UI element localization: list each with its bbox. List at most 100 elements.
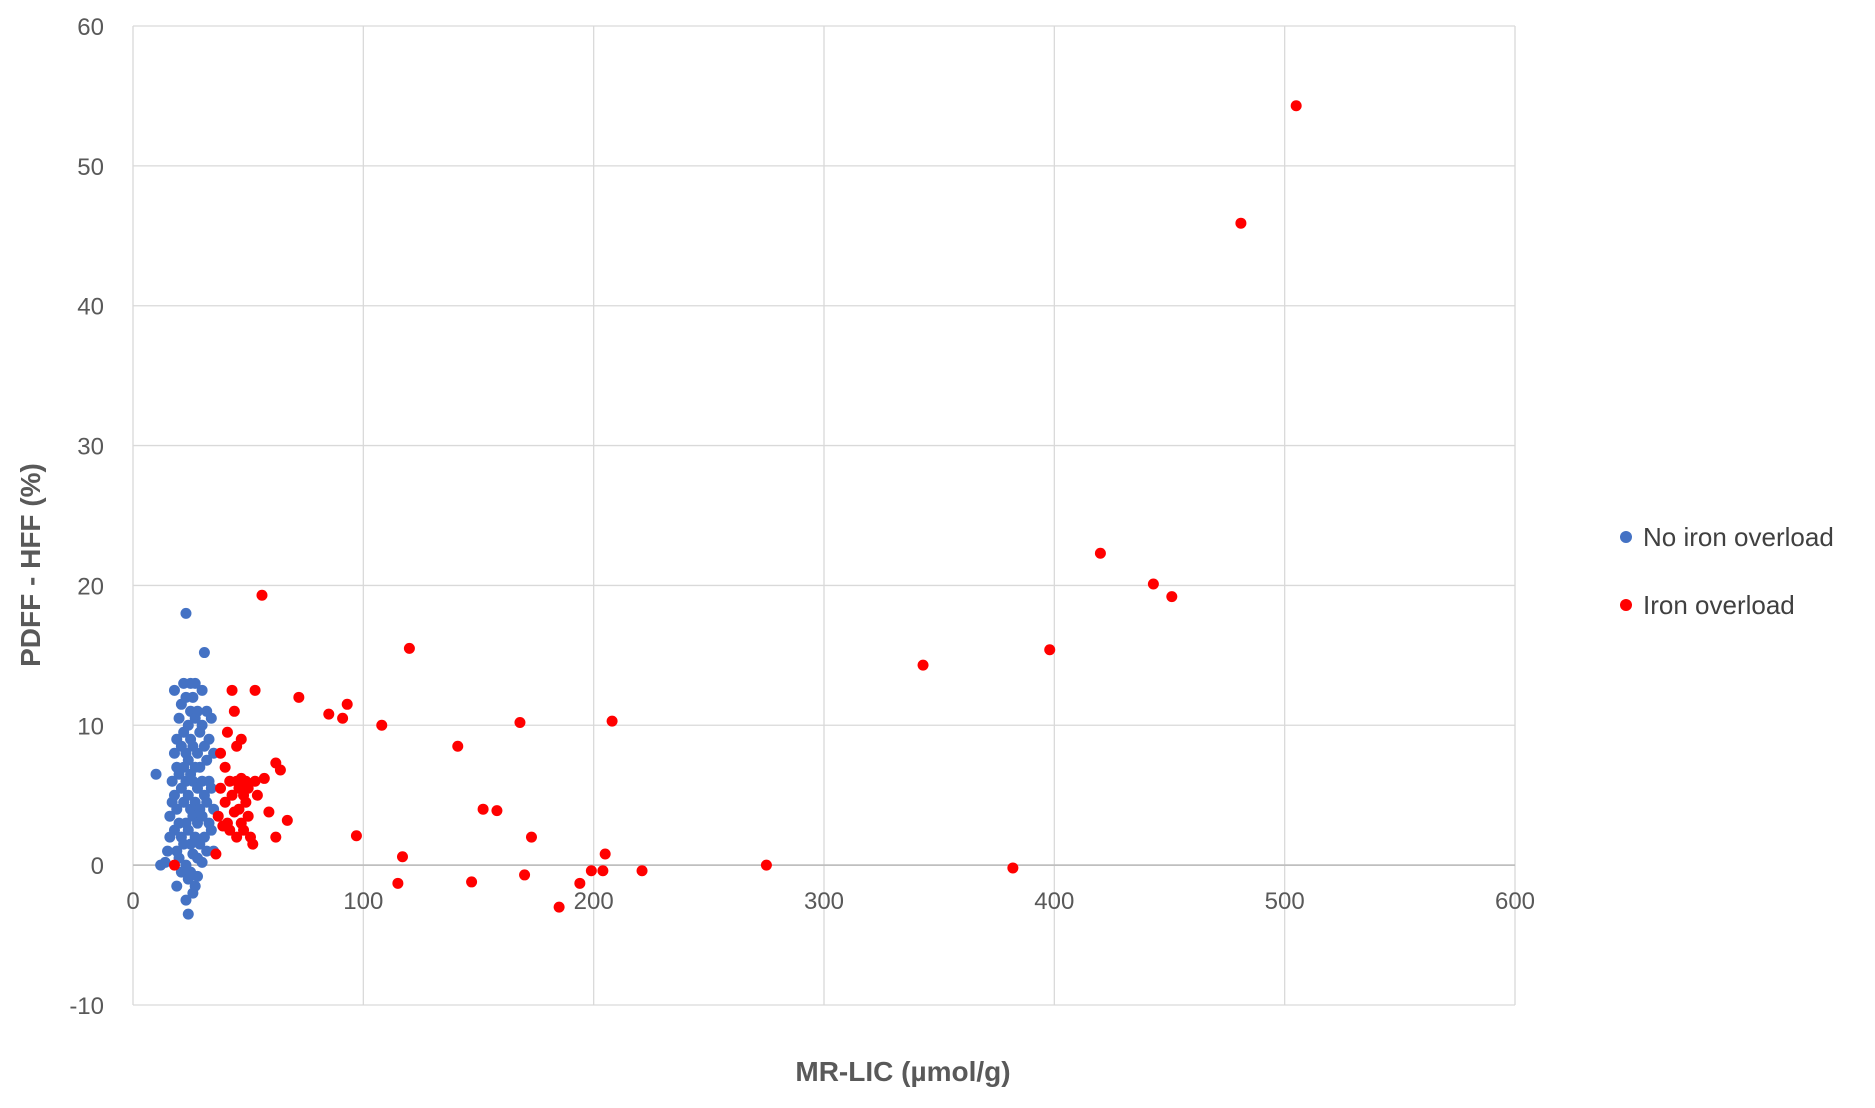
data-point xyxy=(198,831,210,843)
y-tick-label: 30 xyxy=(77,434,104,461)
data-point xyxy=(194,761,206,773)
data-point xyxy=(258,772,270,784)
series-0 xyxy=(150,607,220,920)
data-point xyxy=(1166,591,1178,603)
data-point xyxy=(226,789,238,801)
data-point xyxy=(168,859,180,871)
data-point xyxy=(293,691,305,703)
data-point xyxy=(196,810,208,822)
data-point xyxy=(519,869,531,881)
data-point xyxy=(256,589,268,601)
data-point xyxy=(182,754,194,766)
data-point xyxy=(1147,578,1159,590)
data-point xyxy=(263,806,275,818)
data-point xyxy=(1094,547,1106,559)
data-point xyxy=(196,856,208,868)
grid-lines xyxy=(132,25,1516,1006)
data-point xyxy=(201,754,213,766)
data-point xyxy=(233,803,245,815)
y-axis-title: PDFF - HFF (%) xyxy=(15,463,46,667)
data-point xyxy=(215,747,227,759)
data-point xyxy=(191,747,203,759)
x-tick-label: 300 xyxy=(804,888,844,915)
data-point xyxy=(168,789,180,801)
data-point xyxy=(525,831,537,843)
data-point xyxy=(574,877,586,889)
data-point xyxy=(159,856,171,868)
x-axis-title: MR-LIC (µmol/g) xyxy=(795,1056,1010,1087)
data-point xyxy=(238,824,250,836)
legend-label-no-iron-overload: No iron overload xyxy=(1643,522,1834,552)
data-point xyxy=(337,712,349,724)
data-point xyxy=(231,831,243,843)
data-point xyxy=(636,865,648,877)
data-point xyxy=(249,775,261,787)
data-point xyxy=(1007,862,1019,874)
data-point xyxy=(585,865,597,877)
data-point xyxy=(212,810,224,822)
legend-item-iron-overload: Iron overload xyxy=(1620,590,1795,620)
data-point xyxy=(168,684,180,696)
x-tick-label: 500 xyxy=(1265,888,1305,915)
data-point xyxy=(189,880,201,892)
data-point xyxy=(221,726,233,738)
data-point xyxy=(240,796,252,808)
data-point xyxy=(235,733,247,745)
data-point xyxy=(219,761,231,773)
data-point xyxy=(205,712,217,724)
data-point xyxy=(247,838,259,850)
data-point xyxy=(249,684,261,696)
data-point xyxy=(205,824,217,836)
y-tick-label: 10 xyxy=(77,713,104,740)
data-point xyxy=(201,796,213,808)
data-point xyxy=(191,870,203,882)
data-point xyxy=(171,803,183,815)
data-point xyxy=(168,747,180,759)
data-point xyxy=(323,708,335,720)
data-point xyxy=(224,824,236,836)
data-point xyxy=(1290,100,1302,112)
tick-labels: 0 100 200 300 400 500 600 -10 0 10 20 30 40 50 60 xyxy=(69,14,1535,1020)
data-point xyxy=(466,876,478,888)
data-point xyxy=(162,845,174,857)
data-point xyxy=(242,810,254,822)
data-point xyxy=(1235,217,1247,229)
y-tick-label: 20 xyxy=(77,573,104,600)
data-point xyxy=(180,607,192,619)
data-point xyxy=(164,810,176,822)
data-point xyxy=(182,719,194,731)
data-point xyxy=(403,642,415,654)
data-point xyxy=(491,805,503,817)
x-tick-label: 600 xyxy=(1495,888,1535,915)
data-point xyxy=(606,715,618,727)
legend-marker-no-iron-overload xyxy=(1620,531,1632,543)
x-tick-label: 100 xyxy=(343,888,383,915)
data-point xyxy=(166,775,178,787)
data-point xyxy=(274,764,286,776)
legend: No iron overload Iron overload xyxy=(1620,522,1834,620)
data-point xyxy=(281,814,293,826)
x-tick-label: 200 xyxy=(574,888,614,915)
data-point xyxy=(189,677,201,689)
data-point xyxy=(180,894,192,906)
data-point xyxy=(452,740,464,752)
data-point xyxy=(477,803,489,815)
data-point xyxy=(251,789,263,801)
x-tick-label: 0 xyxy=(126,888,139,915)
y-tick-label: 0 xyxy=(91,853,104,880)
data-point xyxy=(553,901,565,913)
legend-marker-iron-overload xyxy=(1620,599,1632,611)
data-point xyxy=(392,877,404,889)
data-point xyxy=(599,848,611,860)
data-point xyxy=(219,796,231,808)
data-point xyxy=(376,719,388,731)
data-point xyxy=(341,698,353,710)
data-point xyxy=(228,705,240,717)
data-point xyxy=(270,831,282,843)
data-points xyxy=(150,100,1302,920)
data-point xyxy=(350,830,362,842)
data-point xyxy=(917,659,929,671)
data-point xyxy=(597,865,609,877)
